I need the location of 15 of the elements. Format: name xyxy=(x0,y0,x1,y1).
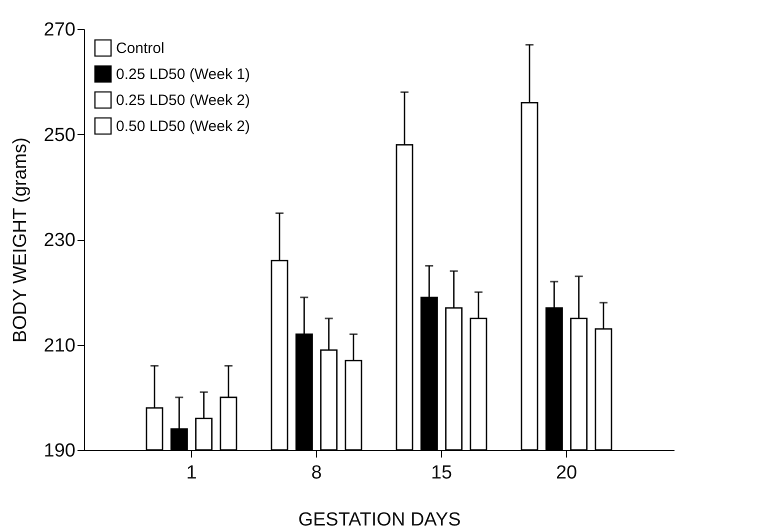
x-tick-label: 20 xyxy=(556,462,578,484)
legend-label: 0.25 LD50 (Week 2) xyxy=(116,92,250,109)
legend-label: 0.50 LD50 (Week 2) xyxy=(116,118,250,135)
y-tick-label: 250 xyxy=(44,124,76,146)
x-axis-title: GESTATION DAYS xyxy=(298,510,461,528)
legend-label: 0.25 LD50 (Week 1) xyxy=(116,66,250,83)
x-tick-label: 8 xyxy=(311,462,322,484)
x-tick-label: 15 xyxy=(430,462,452,484)
y-tick-label: 190 xyxy=(44,440,76,462)
x-tick-label: 1 xyxy=(186,462,197,484)
y-tick-label: 270 xyxy=(44,20,76,40)
y-tick-label: 230 xyxy=(44,230,76,251)
y-tick-label: 210 xyxy=(44,335,76,356)
legend-label: Control xyxy=(116,40,164,57)
y-axis-title: BODY WEIGHT (grams) xyxy=(10,137,31,343)
